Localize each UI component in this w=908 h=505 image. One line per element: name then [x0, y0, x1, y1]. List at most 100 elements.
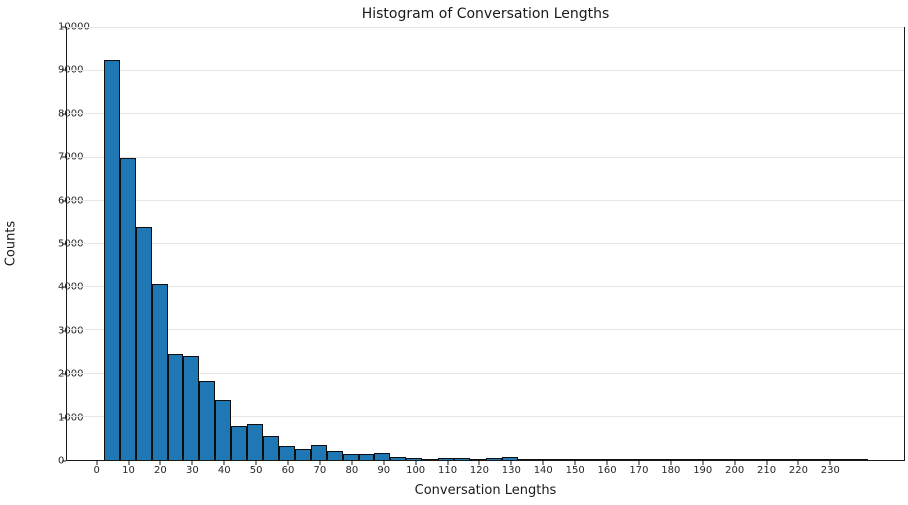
gridline	[67, 329, 904, 331]
histogram-bar	[231, 425, 248, 460]
y-tick-mark	[62, 26, 66, 28]
y-tick-mark	[62, 460, 66, 462]
histogram-bar	[533, 459, 550, 460]
y-tick-label: 1000	[58, 412, 84, 424]
x-tick-label: 180	[661, 465, 681, 476]
y-tick-label: 5000	[58, 238, 84, 250]
histogram-bar	[692, 459, 709, 460]
x-tick-label: 20	[154, 465, 167, 476]
x-tick-label: 150	[565, 465, 585, 476]
y-tick-mark	[62, 373, 66, 375]
histogram-bar	[851, 459, 868, 460]
y-tick-mark	[62, 330, 66, 332]
x-tick-label: 160	[597, 465, 617, 476]
histogram-bar	[724, 459, 741, 460]
x-tick-label: 90	[377, 465, 391, 476]
histogram-bar	[708, 459, 725, 460]
y-tick-mark	[62, 417, 66, 419]
x-tick-mark	[574, 461, 576, 465]
histogram-bar	[438, 458, 454, 460]
histogram-bar	[644, 459, 661, 460]
x-tick-label: 210	[757, 465, 777, 476]
x-tick-mark	[702, 461, 704, 465]
x-tick-mark	[478, 461, 480, 465]
x-tick-label: 50	[249, 465, 263, 476]
x-tick-mark	[191, 461, 193, 465]
histogram-bar	[485, 457, 502, 460]
y-tick-label: 4000	[58, 281, 84, 293]
plot-area	[66, 27, 905, 461]
histogram-bar	[819, 459, 836, 460]
y-tick-mark	[62, 113, 66, 115]
histogram-bar	[422, 458, 439, 460]
histogram-bar	[103, 60, 120, 460]
x-tick-mark	[415, 461, 417, 465]
x-tick-label: 200	[725, 465, 745, 476]
histogram-bar	[263, 436, 279, 460]
x-tick-mark	[797, 461, 799, 465]
x-tick-label: 100	[406, 465, 426, 476]
x-tick-label: 170	[629, 465, 649, 476]
x-tick-mark	[287, 461, 289, 465]
x-tick-label: 230	[820, 465, 840, 476]
histogram-bar	[135, 226, 152, 460]
y-tick-mark	[62, 69, 66, 71]
histogram-bar	[581, 459, 598, 460]
y-tick-mark	[62, 200, 66, 202]
histogram-bar	[199, 381, 216, 460]
histogram-bar	[342, 453, 359, 460]
x-tick-mark	[542, 461, 544, 465]
y-tick-mark	[62, 156, 66, 158]
y-tick-label: 3000	[58, 325, 84, 337]
x-tick-label: 190	[693, 465, 713, 476]
x-tick-mark	[223, 461, 225, 465]
histogram-bar	[167, 353, 184, 460]
chart-title: Histogram of Conversation Lengths	[361, 6, 610, 22]
histogram-bar	[613, 458, 630, 460]
histogram-bar	[772, 459, 789, 460]
histogram-bar	[788, 459, 805, 460]
histogram-bar	[835, 459, 852, 460]
x-tick-mark	[319, 461, 321, 465]
gridline	[67, 199, 904, 201]
histogram-bar	[597, 459, 614, 460]
histogram-bar	[740, 459, 757, 460]
x-tick-mark	[383, 461, 385, 465]
x-tick-mark	[128, 461, 130, 465]
histogram-bar	[310, 445, 327, 460]
x-axis-label: Conversation Lengths	[414, 483, 557, 498]
histogram-bar	[183, 355, 200, 460]
x-tick-mark	[255, 461, 257, 465]
histogram-bar	[151, 283, 168, 460]
histogram-bar	[517, 458, 534, 460]
x-tick-mark	[606, 461, 608, 465]
histogram-bar	[326, 450, 343, 460]
gridline	[67, 243, 904, 244]
x-tick-mark	[351, 461, 353, 465]
gridline	[67, 415, 904, 417]
x-tick-mark	[829, 461, 831, 465]
x-tick-label: 0	[93, 465, 100, 476]
histogram-bar	[756, 459, 773, 460]
gridline	[67, 113, 904, 115]
histogram-bar	[406, 457, 423, 460]
histogram-bar	[660, 459, 677, 460]
x-tick-label: 70	[313, 465, 327, 476]
x-tick-label: 30	[185, 465, 199, 476]
histogram-bar	[390, 457, 407, 460]
x-tick-label: 140	[533, 465, 553, 476]
gridline	[67, 70, 904, 72]
x-tick-mark	[670, 461, 672, 465]
histogram-bar	[565, 459, 582, 460]
histogram-bar	[215, 399, 232, 460]
histogram-bar	[374, 452, 391, 460]
gridline	[67, 286, 904, 288]
histogram-bar	[676, 459, 693, 460]
y-tick-label: 0	[58, 455, 65, 467]
histogram-bar	[804, 459, 820, 460]
histogram-bar	[501, 457, 518, 460]
gridline	[67, 156, 904, 158]
histogram-bar	[294, 448, 311, 460]
histogram-bar	[278, 445, 295, 460]
